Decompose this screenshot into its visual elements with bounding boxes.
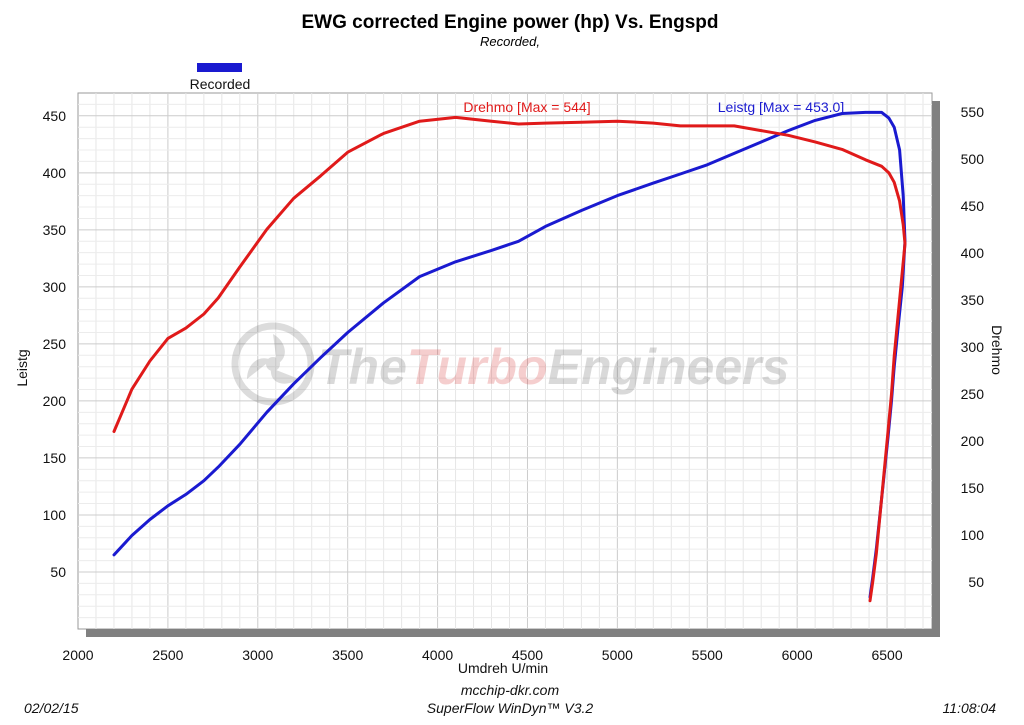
y-left-tick-label: 300 (43, 279, 67, 295)
y-right-tick-label: 350 (961, 292, 985, 308)
y-axis-left-title: Leistg (14, 349, 30, 386)
watermark-engineers: Engineers (548, 339, 790, 395)
footer-time: 11:08:04 (943, 700, 997, 716)
x-tick-label: 3500 (332, 647, 363, 663)
series (112, 110, 907, 603)
y-right-tick-label: 150 (961, 480, 985, 496)
y-right-tick-label: 500 (961, 151, 985, 167)
watermark: TheTurboEngineers (231, 322, 789, 406)
chart-subtitle: Recorded, (480, 34, 540, 49)
right-axis-ticks: 50 100 150 200 250 300 350 400 450 500 550 (961, 104, 985, 590)
y-left-tick-label: 450 (43, 108, 67, 124)
y-left-tick-label: 200 (43, 393, 67, 409)
turbo-logo-icon (231, 322, 315, 406)
x-axis-ticks: 2000 2500 3000 3500 4000 4500 5000 5500 6000 6500 (62, 647, 902, 663)
y-right-tick-label: 200 (961, 433, 985, 449)
footer-software: SuperFlow WinDyn™ V3.2 (427, 700, 594, 716)
x-tick-label: 6500 (871, 647, 902, 663)
drehmo-max-annotation: Drehmo [Max = 544] (463, 99, 590, 115)
x-tick-label: 2500 (152, 647, 183, 663)
y-left-tick-label: 150 (43, 450, 67, 466)
y-left-tick-label: 250 (43, 336, 67, 352)
y-right-tick-label: 550 (961, 104, 985, 120)
y-axis-right-title: Drehmo (989, 325, 1005, 375)
legend-swatch (197, 63, 242, 72)
y-right-tick-label: 300 (961, 339, 985, 355)
x-axis-title: Umdreh U/min (458, 660, 548, 676)
footer-site: mcchip-dkr.com (461, 682, 560, 698)
x-tick-label: 6000 (782, 647, 813, 663)
x-tick-label: 3000 (242, 647, 273, 663)
x-tick-label: 5000 (602, 647, 633, 663)
y-right-tick-label: 50 (968, 574, 984, 590)
x-tick-label: 2000 (62, 647, 93, 663)
y-right-tick-label: 450 (961, 198, 985, 214)
svg-text:TheTurboEngineers: TheTurboEngineers (318, 339, 789, 395)
x-tick-label: 5500 (692, 647, 723, 663)
frame-shadow-bottom (86, 629, 940, 637)
y-left-tick-label: 100 (43, 507, 67, 523)
plot-area (77, 92, 933, 630)
footer-date: 02/02/15 (24, 700, 79, 716)
y-right-tick-label: 100 (961, 527, 985, 543)
legend-label: Recorded (190, 76, 251, 92)
left-axis-ticks: 50 100 150 200 250 300 350 400 450 (43, 108, 67, 580)
y-left-tick-label: 50 (50, 564, 66, 580)
legend: Recorded (190, 63, 251, 92)
y-right-tick-label: 400 (961, 245, 985, 261)
y-right-tick-label: 250 (961, 386, 985, 402)
chart-title: EWG corrected Engine power (hp) Vs. Engs… (302, 12, 719, 33)
x-tick-label: 4000 (422, 647, 453, 663)
x-tick-label: 4500 (512, 647, 543, 663)
y-left-tick-label: 400 (43, 165, 67, 181)
series-line-drehmo (112, 115, 907, 603)
grid (78, 93, 932, 629)
leistg-max-annotation: Leistg [Max = 453.0] (718, 99, 844, 115)
y-left-tick-label: 350 (43, 222, 67, 238)
frame-shadow-right (932, 101, 940, 637)
watermark-turbo: Turbo (407, 339, 548, 395)
